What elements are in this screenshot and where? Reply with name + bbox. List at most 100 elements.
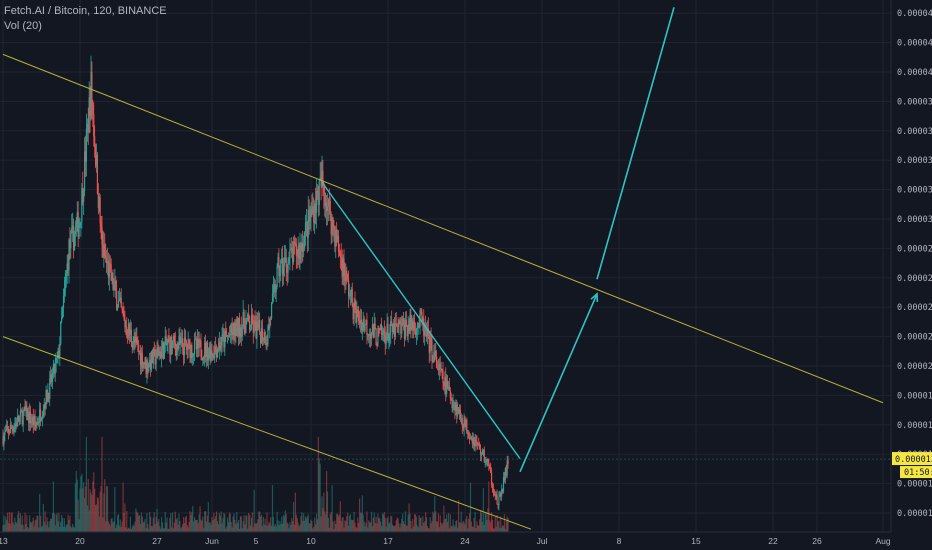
volume-bar xyxy=(403,524,406,532)
projection-line-upper[interactable] xyxy=(596,7,675,280)
volume-bar xyxy=(23,528,25,532)
volume-bar xyxy=(214,518,216,532)
candle-body xyxy=(470,437,473,439)
volume-bar xyxy=(127,527,130,532)
candle-body xyxy=(275,287,277,293)
volume-bar xyxy=(468,518,470,532)
candle-body xyxy=(26,405,28,420)
candle-body xyxy=(151,351,154,364)
volume-bar xyxy=(89,489,91,532)
volume-bar xyxy=(379,518,381,532)
candle-body xyxy=(480,454,483,456)
volume-bar xyxy=(232,516,234,532)
candle-body xyxy=(233,323,235,336)
volume-bar xyxy=(17,514,19,532)
volume-bar xyxy=(80,476,82,532)
candle-body xyxy=(77,212,79,238)
candle-body xyxy=(178,336,180,349)
volume-bar xyxy=(84,486,87,532)
candle-body xyxy=(502,477,505,492)
volume-bar xyxy=(182,524,184,532)
candle-body xyxy=(165,336,167,345)
upper-channel-line[interactable] xyxy=(2,53,884,404)
descending-trendline[interactable] xyxy=(321,181,521,460)
candle-body xyxy=(321,170,323,187)
volume-bar xyxy=(482,488,484,532)
candle-body xyxy=(171,341,174,349)
candle-body xyxy=(420,310,422,312)
volume-bar xyxy=(87,478,89,532)
candle-body xyxy=(83,151,86,191)
candle-body xyxy=(96,154,99,194)
candle-body xyxy=(39,409,41,422)
volume-bar xyxy=(393,526,396,532)
price-axis[interactable] xyxy=(891,0,932,532)
candle-body xyxy=(297,246,299,257)
candle-body xyxy=(95,154,98,167)
candle-body xyxy=(343,258,345,276)
candle-body xyxy=(475,440,477,442)
candle-body xyxy=(460,418,462,420)
volume-bar xyxy=(203,527,205,532)
candle-body xyxy=(103,244,105,258)
volume-bar xyxy=(94,504,97,532)
volume-bar xyxy=(425,517,428,532)
volume-bar xyxy=(168,528,170,532)
candle-body xyxy=(157,347,159,351)
volume-bar xyxy=(251,512,253,532)
volume-bar xyxy=(323,492,325,532)
volume-bar xyxy=(156,509,158,532)
lower-channel-line[interactable] xyxy=(2,336,532,530)
volume-bar xyxy=(380,526,383,532)
candle-body xyxy=(325,202,328,212)
time-axis[interactable] xyxy=(0,532,932,550)
volume-bar xyxy=(19,513,22,532)
candle-body xyxy=(43,404,45,411)
volume-bar xyxy=(380,521,382,532)
volume-bar xyxy=(171,527,173,532)
volume-bar xyxy=(290,524,292,532)
candle-body xyxy=(266,343,268,345)
volume-bar xyxy=(142,522,144,532)
volume-bar xyxy=(103,493,105,532)
volume-bar xyxy=(239,516,242,532)
volume-bar xyxy=(204,511,207,532)
candle-body xyxy=(392,323,395,332)
volume-bar xyxy=(412,518,414,532)
volume-bar xyxy=(294,492,297,532)
volume-bar xyxy=(28,515,31,532)
candle-body xyxy=(160,349,163,359)
volume-bar xyxy=(392,525,395,532)
candle-body xyxy=(452,403,454,409)
volume-bar xyxy=(68,519,70,532)
candle-body xyxy=(270,318,272,320)
candle-body xyxy=(27,412,29,420)
volume-bar xyxy=(259,516,262,532)
volume-bar xyxy=(125,527,127,532)
volume-bar xyxy=(257,519,259,532)
volume-bar xyxy=(314,517,316,532)
candle-body xyxy=(436,367,439,369)
candle-body xyxy=(75,222,77,228)
volume-bar xyxy=(82,488,84,532)
volume-indicator-label[interactable]: Vol (20) xyxy=(4,20,42,32)
projection-arrow-up[interactable] xyxy=(519,293,598,473)
candle-body xyxy=(503,477,506,481)
candle-body xyxy=(221,334,223,346)
volume-bar xyxy=(39,515,42,532)
candle-body xyxy=(235,326,237,337)
volume-bar xyxy=(116,524,118,532)
volume-bar xyxy=(418,515,420,532)
volume-bar xyxy=(485,512,487,532)
volume-bar xyxy=(285,514,287,532)
volume-bar xyxy=(362,514,364,532)
volume-bar xyxy=(395,520,397,532)
volume-bar xyxy=(399,527,401,532)
volume-bar xyxy=(410,521,412,532)
symbol-title[interactable]: Fetch.AI / Bitcoin, 120, BINANCE xyxy=(4,5,167,17)
volume-bar xyxy=(353,512,355,532)
candle-body xyxy=(442,370,444,383)
candle-body xyxy=(241,326,243,337)
candle-body xyxy=(402,318,405,325)
